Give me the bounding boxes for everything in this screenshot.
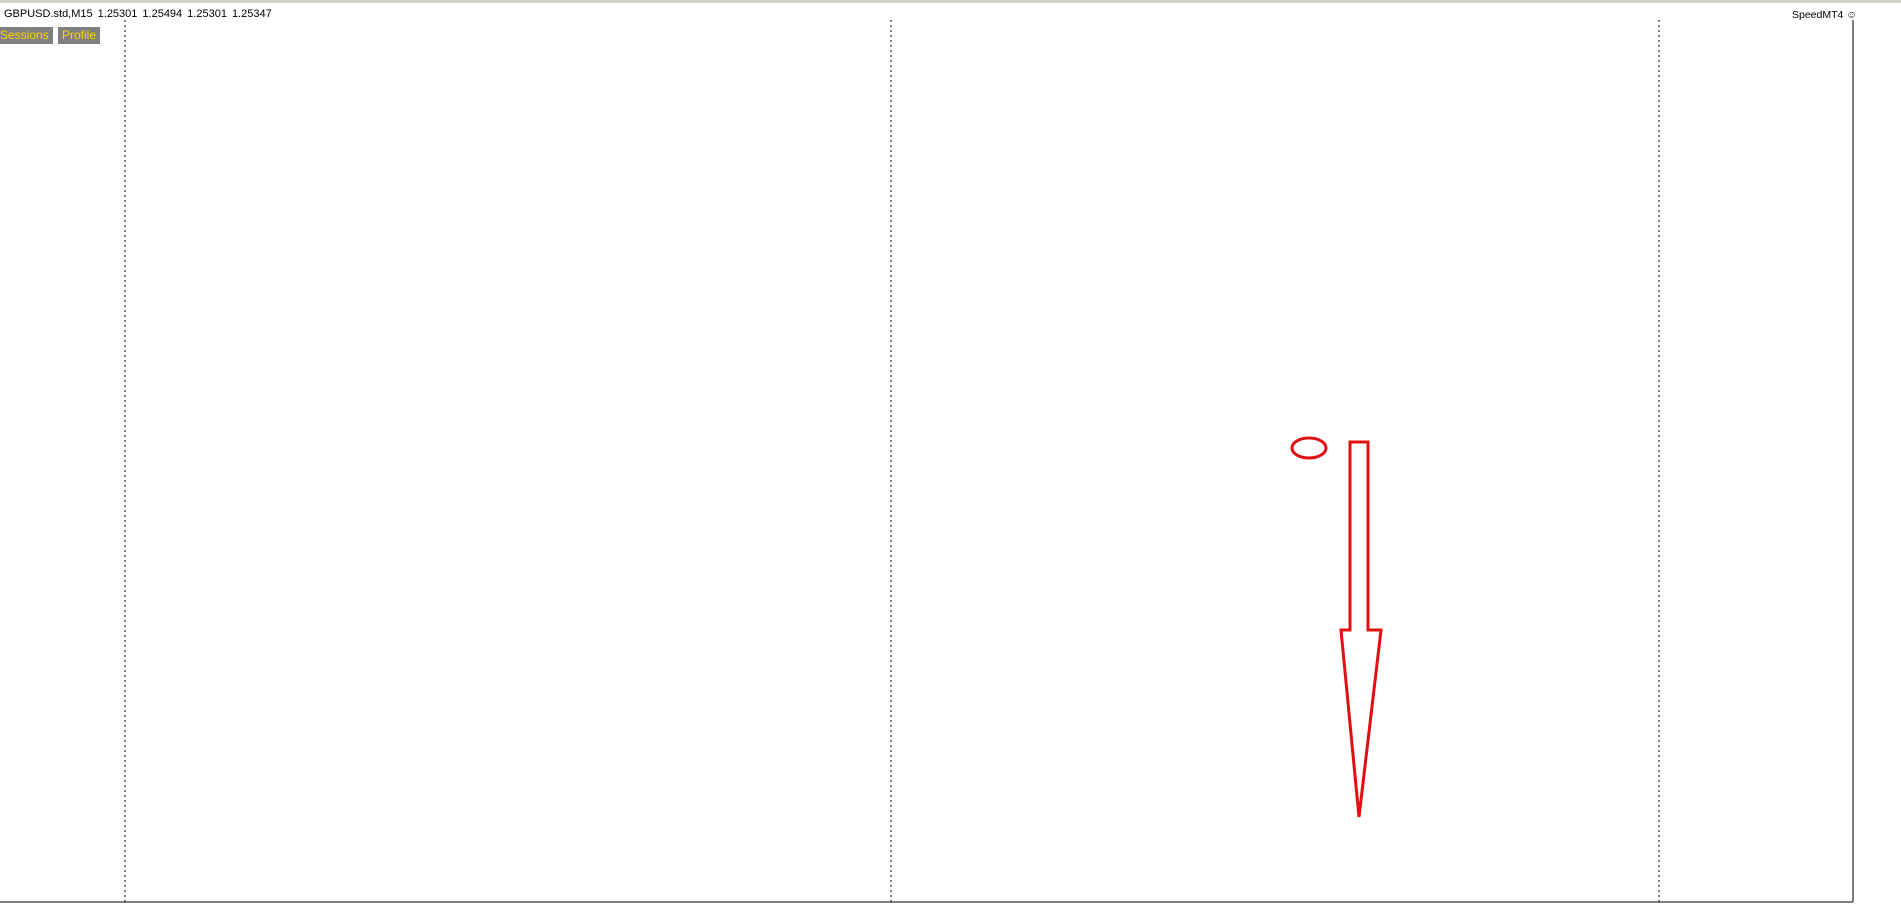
bar-high: 1.25494 bbox=[142, 8, 183, 20]
sessions-button[interactable]: Sessions bbox=[0, 27, 53, 44]
bar-open: 1.25301 bbox=[97, 8, 138, 20]
bar-close: 1.25347 bbox=[231, 8, 272, 20]
chart-header: GBPUSD.std,M15 1.25301 1.25494 1.25301 1.253… bbox=[4, 8, 277, 20]
smiley-icon: ☺ bbox=[1846, 9, 1858, 21]
tab-strip bbox=[0, 0, 1901, 3]
period-separators bbox=[124, 20, 1660, 902]
brand-name: SpeedMT4 bbox=[1792, 9, 1844, 21]
down-arrow bbox=[1339, 440, 1383, 818]
profile-button[interactable]: Profile bbox=[58, 27, 101, 44]
annotations bbox=[1290, 436, 1383, 818]
symbol: GBPUSD.std,M15 bbox=[4, 8, 93, 20]
bar-low: 1.25301 bbox=[187, 8, 227, 20]
highlight-ellipse bbox=[1290, 436, 1328, 460]
brand: SpeedMT4 ☺ bbox=[1792, 9, 1857, 21]
